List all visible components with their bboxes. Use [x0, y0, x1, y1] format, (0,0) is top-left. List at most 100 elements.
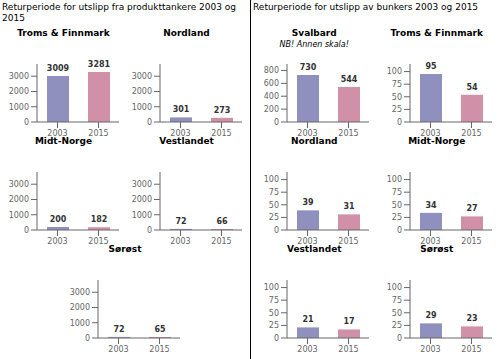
svg-text:72: 72: [113, 325, 124, 334]
svg-text:0: 0: [85, 334, 90, 343]
svg-text:2015: 2015: [461, 345, 481, 352]
svg-text:0: 0: [274, 226, 279, 235]
svg-text:3009: 3009: [46, 64, 69, 73]
svg-text:2003: 2003: [420, 345, 440, 352]
svg-text:95: 95: [425, 62, 437, 71]
svg-text:50: 50: [269, 309, 279, 318]
svg-text:0: 0: [146, 118, 151, 127]
html-text:Midt-Norge: Midt-Norge: [34, 136, 93, 146]
svg-text:2003: 2003: [420, 237, 440, 244]
svg-text:2003: 2003: [47, 129, 67, 136]
svg-text:3000: 3000: [70, 288, 90, 297]
svg-text:21: 21: [303, 315, 315, 324]
svg-text:2003: 2003: [420, 129, 440, 136]
svg-text:0: 0: [274, 334, 279, 343]
svg-text:0: 0: [23, 118, 28, 127]
svg-text:2003: 2003: [298, 237, 318, 244]
html-text:Nordland: Nordland: [163, 28, 210, 38]
svg-text:2000: 2000: [131, 87, 151, 96]
svg-text:2003: 2003: [170, 237, 190, 244]
svg-text:100: 100: [386, 283, 401, 292]
svg-text:2003: 2003: [170, 129, 190, 136]
svg-text:2015: 2015: [461, 129, 481, 136]
svg-text:23: 23: [466, 314, 477, 323]
html-text:Sørøst: Sørøst: [108, 244, 142, 254]
svg-text:72: 72: [175, 217, 186, 226]
svg-text:3281: 3281: [87, 60, 110, 69]
svg-text:2015: 2015: [88, 129, 108, 136]
svg-text:39: 39: [303, 198, 315, 207]
svg-text:50: 50: [392, 309, 402, 318]
html-text:Vestlandet: Vestlandet: [159, 136, 214, 146]
svg-text:1000: 1000: [131, 211, 151, 220]
svg-text:1000: 1000: [131, 103, 151, 112]
svg-text:2003: 2003: [108, 345, 128, 352]
svg-text:273: 273: [213, 106, 230, 115]
svg-text:17: 17: [344, 317, 355, 326]
svg-text:100: 100: [264, 283, 279, 292]
svg-text:50: 50: [392, 201, 402, 210]
svg-text:25: 25: [392, 321, 402, 330]
svg-text:100: 100: [264, 175, 279, 184]
svg-text:25: 25: [392, 105, 402, 114]
svg-text:75: 75: [269, 296, 279, 305]
svg-text:0: 0: [274, 118, 279, 127]
svg-text:0: 0: [397, 118, 402, 127]
svg-text:2003: 2003: [298, 345, 318, 352]
svg-text:75: 75: [392, 188, 402, 197]
svg-text:0: 0: [23, 226, 28, 235]
svg-text:25: 25: [269, 321, 279, 330]
svg-text:27: 27: [466, 204, 477, 213]
svg-text:2015: 2015: [339, 345, 359, 352]
svg-text:2015: 2015: [339, 129, 359, 136]
html-text:Returperiode for utslipp fra p: Returperiode for utslipp fra produkttank…: [2, 2, 236, 23]
svg-text:2015: 2015: [461, 237, 481, 244]
svg-text:800: 800: [264, 66, 279, 75]
svg-text:100: 100: [386, 175, 401, 184]
svg-text:2000: 2000: [8, 87, 28, 96]
svg-text:400: 400: [264, 92, 279, 101]
svg-text:65: 65: [154, 325, 166, 334]
svg-text:25: 25: [392, 213, 402, 222]
svg-text:100: 100: [386, 67, 401, 76]
svg-text:2015: 2015: [149, 345, 169, 352]
svg-text:2003: 2003: [298, 129, 318, 136]
svg-text:0: 0: [146, 226, 151, 235]
svg-text:200: 200: [49, 215, 66, 224]
svg-text:200: 200: [264, 105, 279, 114]
svg-text:730: 730: [300, 63, 317, 72]
svg-text:2000: 2000: [131, 195, 151, 204]
svg-text:600: 600: [264, 79, 279, 88]
svg-text:2000: 2000: [70, 303, 90, 312]
svg-text:31: 31: [344, 202, 356, 211]
svg-text:2015: 2015: [88, 237, 108, 244]
svg-text:544: 544: [341, 75, 358, 84]
svg-text:3000: 3000: [131, 180, 151, 189]
svg-text:2003: 2003: [47, 237, 67, 244]
svg-text:34: 34: [425, 201, 437, 210]
svg-text:75: 75: [392, 296, 402, 305]
html-text:Troms & Finnmark: Troms & Finnmark: [17, 28, 110, 38]
svg-text:1000: 1000: [70, 319, 90, 328]
svg-text:0: 0: [397, 226, 402, 235]
svg-text:2000: 2000: [8, 195, 28, 204]
svg-text:0: 0: [397, 334, 402, 343]
svg-text:50: 50: [269, 201, 279, 210]
svg-text:25: 25: [269, 213, 279, 222]
svg-text:3000: 3000: [8, 180, 28, 189]
svg-text:54: 54: [466, 83, 478, 92]
svg-text:66: 66: [216, 217, 228, 226]
svg-text:3000: 3000: [8, 72, 28, 81]
svg-text:29: 29: [425, 311, 437, 320]
svg-text:2015: 2015: [339, 237, 359, 244]
svg-text:182: 182: [90, 215, 107, 224]
svg-text:2015: 2015: [211, 237, 231, 244]
svg-text:3000: 3000: [131, 72, 151, 81]
svg-text:75: 75: [269, 188, 279, 197]
svg-text:1000: 1000: [8, 103, 28, 112]
svg-text:75: 75: [392, 80, 402, 89]
svg-text:1000: 1000: [8, 211, 28, 220]
svg-text:301: 301: [172, 105, 189, 114]
svg-text:50: 50: [392, 93, 402, 102]
svg-text:2015: 2015: [211, 129, 231, 136]
